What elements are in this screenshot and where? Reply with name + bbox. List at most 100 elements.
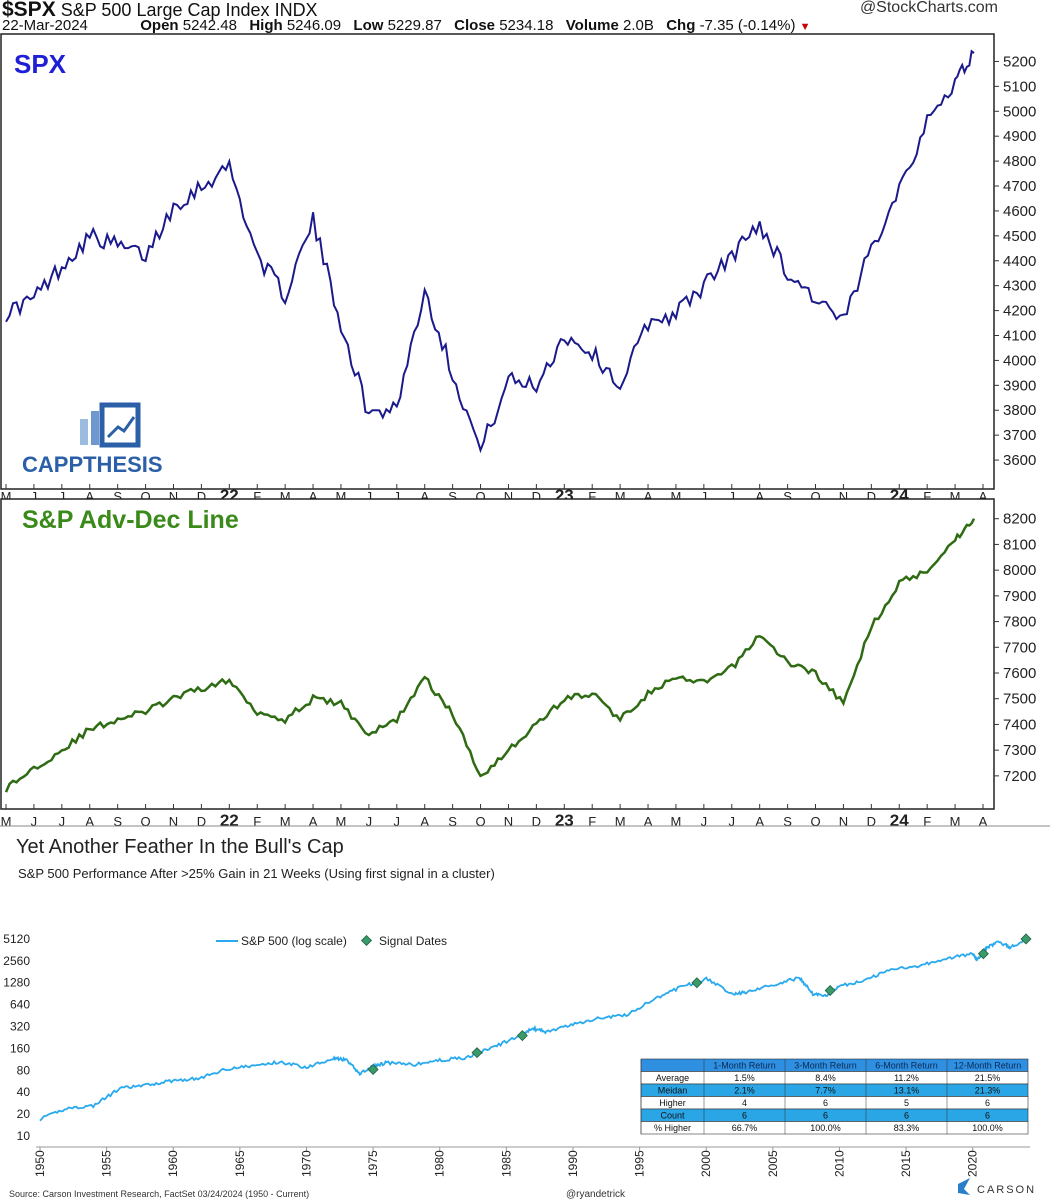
y-tick-label: 7500 (1003, 691, 1036, 708)
y-tick-label: 7200 (1003, 768, 1036, 785)
lt-y-tick-label: 40 (17, 1085, 31, 1099)
y-tick-label: 7900 (1003, 588, 1036, 605)
volume-value: 2.0B (623, 17, 654, 34)
y-tick-label: 7800 (1003, 614, 1036, 631)
month-label: 24 (890, 811, 909, 828)
table-cell: 6 (742, 1111, 747, 1121)
month-label: O (141, 489, 151, 503)
month-label: J (31, 489, 38, 503)
signal-date-marker (1020, 933, 1032, 945)
lt-x-tick-label: 2020 (966, 1150, 980, 1177)
month-label: N (839, 489, 848, 503)
y-tick-label: 3900 (1003, 377, 1036, 394)
table-cell: 6 (985, 1111, 990, 1121)
table-cell: 4 (742, 1098, 747, 1108)
month-label: A (644, 489, 653, 503)
table-cell: 1.5% (734, 1073, 755, 1083)
month-label: F (588, 814, 596, 828)
legend-signal-dates: Signal Dates (379, 934, 447, 948)
signal-date-marker (977, 948, 989, 960)
y-tick-label: 4800 (1003, 153, 1036, 170)
signal-date-marker (471, 1047, 483, 1059)
month-label: S (783, 814, 792, 828)
chg-value: -7.35 (-0.14%) (699, 17, 796, 34)
month-label: D (197, 814, 206, 828)
month-label: N (839, 814, 848, 828)
table-cell: 11.2% (894, 1073, 919, 1083)
month-label: J (366, 814, 373, 828)
close-label: Close (454, 17, 496, 34)
table-cell: 5 (904, 1098, 909, 1108)
month-label: M (671, 489, 682, 503)
lt-x-tick-label: 2015 (899, 1150, 913, 1177)
month-label: A (755, 814, 764, 828)
lt-x-tick-label: 1980 (433, 1150, 447, 1177)
cappthesis-logo: CAPPTHESIS (22, 402, 163, 477)
sp500-log-line (39, 937, 1030, 1122)
signal-date-marker (824, 985, 836, 997)
y-tick-label: 4500 (1003, 228, 1036, 245)
month-label: F (253, 814, 261, 828)
logo-text: CAPPTHESIS (22, 452, 163, 477)
month-label: M (1, 814, 12, 828)
table-cell: Higher (659, 1098, 686, 1108)
adl-title: S&P Adv-Dec Line (22, 506, 239, 534)
month-label: 23 (555, 811, 574, 828)
y-tick-label: 4100 (1003, 327, 1036, 344)
month-label: J (394, 489, 401, 503)
y-tick-label: 4000 (1003, 352, 1036, 369)
table-header-cell: 6-Month Return (875, 1061, 938, 1071)
table-header-cell: 12-Month Return (954, 1061, 1022, 1071)
table-row (640, 1108, 1029, 1122)
month-label: D (532, 814, 541, 828)
month-label: M (950, 489, 961, 503)
month-label: J (59, 489, 66, 503)
spx-chart: SPX 3600 3700 3800 3900 4000 4100 4200 4300 4400… (0, 33, 1036, 503)
y-tick-label: 3800 (1003, 402, 1036, 419)
month-label: M (950, 814, 961, 828)
month-label: J (31, 814, 38, 828)
returns-table: 1-Month Return 3-Month Return 6-Month Retu… (640, 1058, 1029, 1135)
spx-price-line (5, 49, 975, 454)
low-label: Low (353, 17, 384, 34)
month-label: O (475, 814, 485, 828)
volume-label: Volume (565, 17, 619, 34)
rising-bar-chart-icon (80, 402, 141, 448)
table-cell: 8.4% (815, 1073, 836, 1083)
month-label: A (644, 814, 653, 828)
month-label: M (336, 489, 347, 503)
quote-line: 22-Mar-2024 Open 5242.48 High 5246.09 Lo… (2, 17, 811, 34)
table-cell: 7.7% (815, 1086, 836, 1096)
lt-x-tick-label: 1990 (566, 1150, 580, 1177)
month-label: O (810, 814, 820, 828)
lt-y-tick-label: 2560 (3, 954, 30, 968)
lt-x-tick-label: 1950 (33, 1150, 47, 1177)
y-tick-label: 5100 (1003, 78, 1036, 95)
lt-x-tick-label: 1970 (299, 1150, 313, 1177)
lt-legend: S&P 500 (log scale) Signal Dates (216, 934, 447, 948)
signal-date-marker (691, 977, 703, 989)
handle: @ryandetrick (566, 1189, 626, 1200)
table-cell: 2.1% (734, 1086, 755, 1096)
month-label: J (59, 814, 66, 828)
month-label: M (671, 814, 682, 828)
spx-plot-frame (0, 33, 995, 490)
high-value: 5246.09 (286, 17, 342, 34)
table-cell: Count (660, 1111, 685, 1121)
table-cell: 100.0% (810, 1123, 841, 1133)
month-label: D (867, 814, 876, 828)
close-value: 5234.18 (499, 17, 554, 34)
table-cell: Meidan (658, 1086, 688, 1096)
high-label: High (249, 17, 283, 34)
y-tick-label: 4400 (1003, 253, 1036, 270)
y-tick-label: 3700 (1003, 427, 1036, 444)
month-label: M (615, 489, 626, 503)
month-label: S (448, 489, 457, 503)
table-row (640, 1096, 1029, 1110)
lt-title: Yet Another Feather In the Bull's Cap (16, 836, 344, 858)
exchange: INDX (274, 0, 318, 20)
table-cell: 100.0% (972, 1123, 1003, 1133)
lt-y-tick-label: 640 (10, 998, 30, 1012)
adl-plot-frame (0, 498, 995, 810)
month-label: M (615, 814, 626, 828)
